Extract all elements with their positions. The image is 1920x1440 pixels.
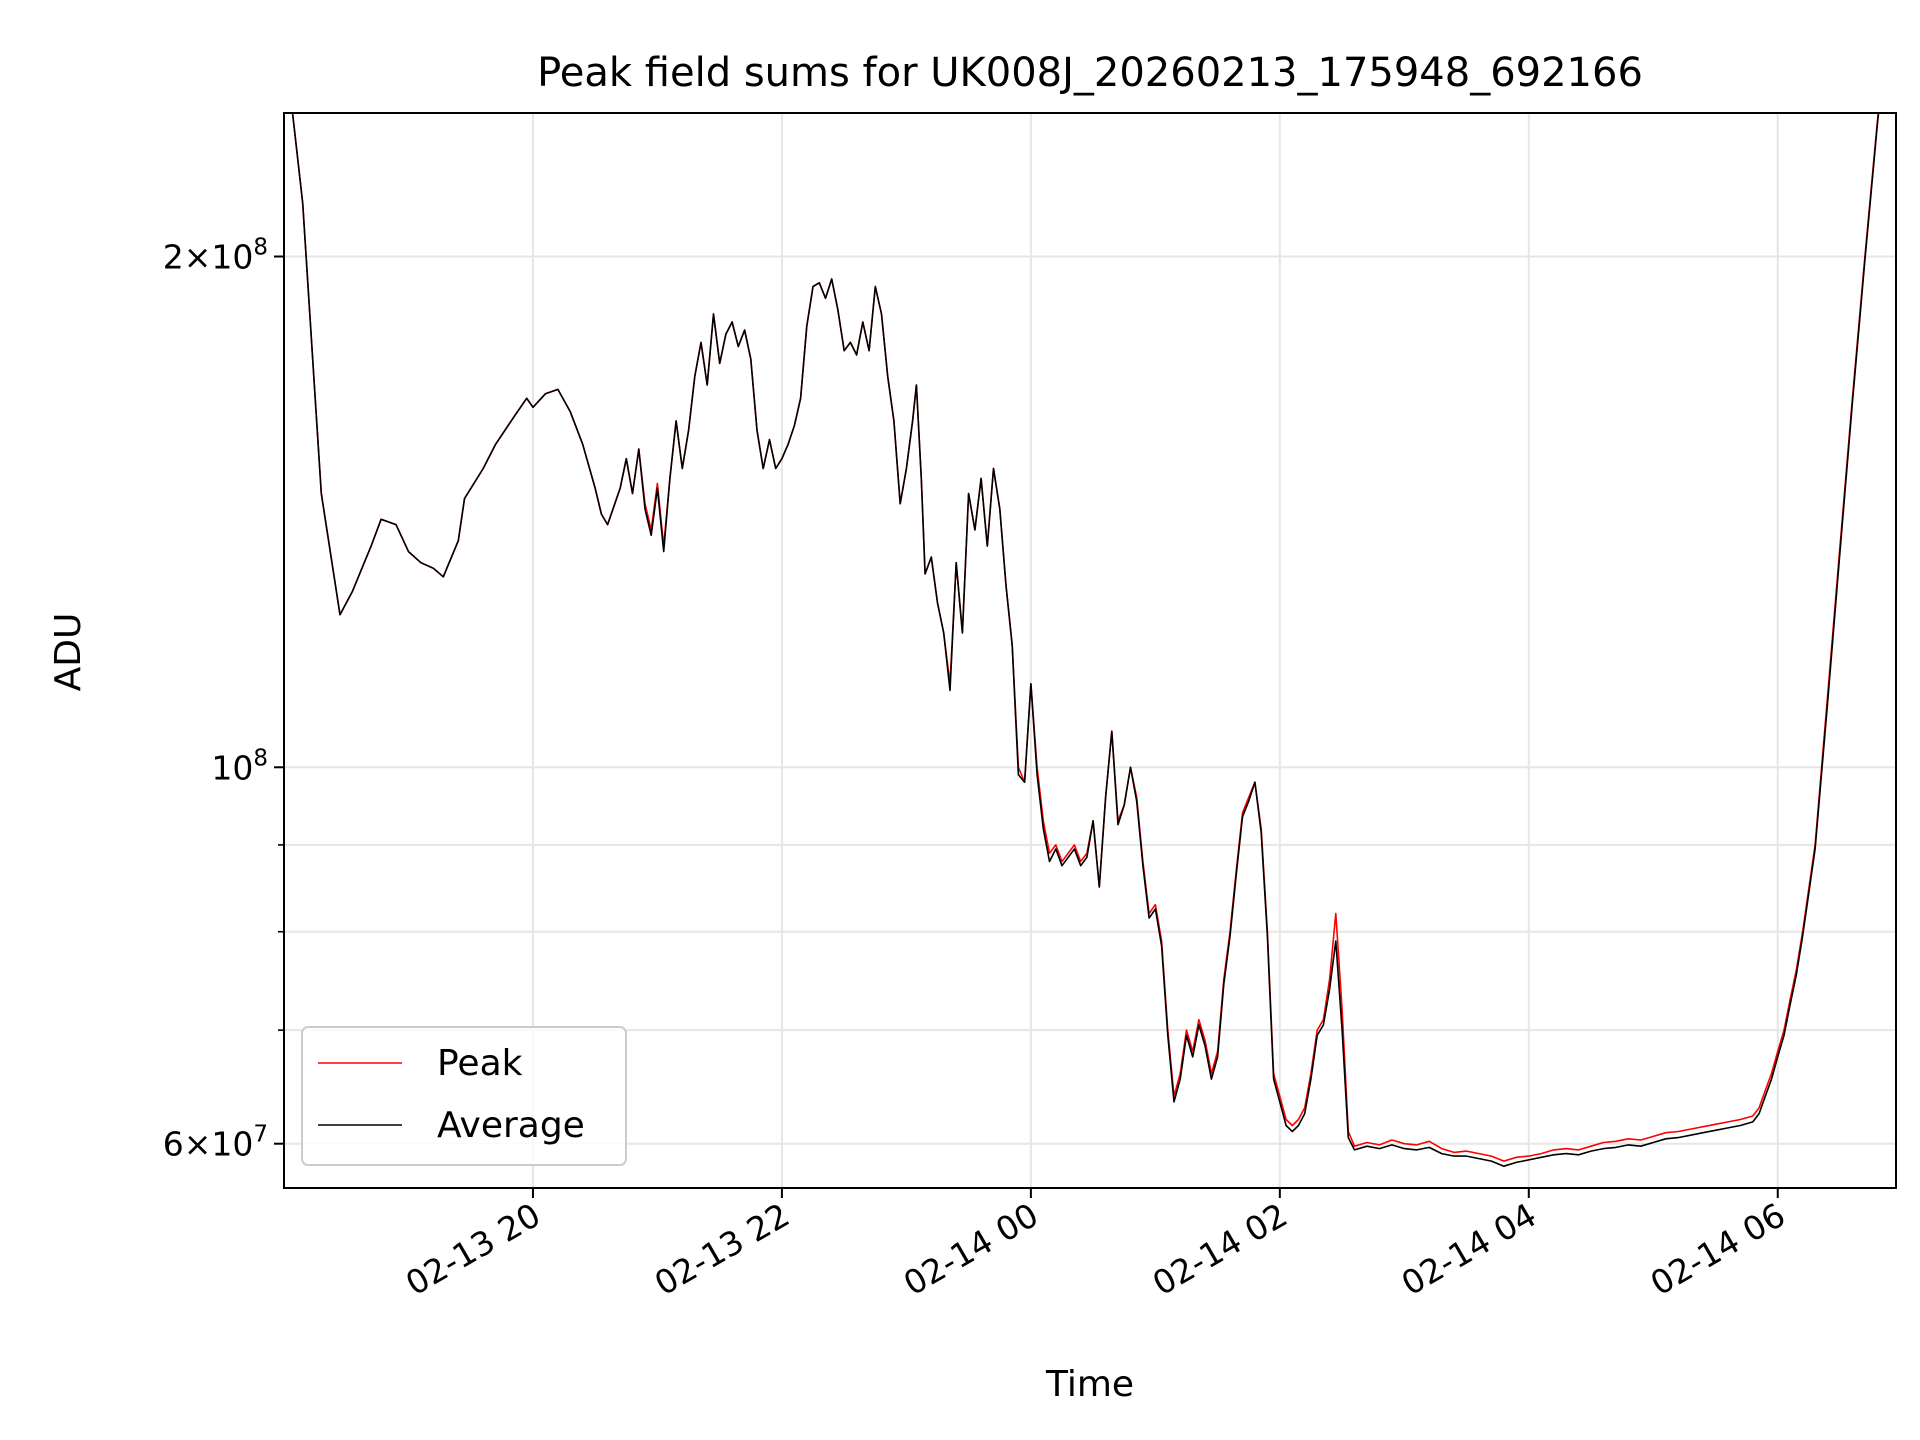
x-axis-label: Time xyxy=(1045,1364,1134,1405)
y-tick-label: 108 xyxy=(211,745,268,787)
plot-frame xyxy=(283,112,1897,1189)
x-tick-label: 02-13 20 xyxy=(399,1195,547,1303)
x-tick-label: 02-14 00 xyxy=(897,1195,1045,1303)
y-tick-label: 6×107 xyxy=(163,1122,268,1164)
x-tick-label: 02-14 06 xyxy=(1644,1195,1792,1303)
series-line-average xyxy=(291,113,1880,1167)
legend: Peak Average xyxy=(301,1026,627,1166)
y-axis: 6×107 108 2×108 xyxy=(163,235,284,1164)
legend-label-peak: Peak xyxy=(437,1043,523,1084)
x-tick-label: 02-14 02 xyxy=(1146,1195,1294,1303)
legend-label-average: Average xyxy=(437,1105,585,1146)
y-axis-label: ADU xyxy=(48,613,89,692)
chart-title: Peak field sums for UK008J_20260213_1759… xyxy=(537,50,1643,96)
legend-box xyxy=(301,1026,627,1166)
x-tick-label: 02-13 22 xyxy=(648,1195,796,1303)
y-tick-label: 2×108 xyxy=(163,235,268,277)
x-tick-label: 02-14 04 xyxy=(1395,1195,1543,1303)
series-line-peak xyxy=(291,113,1880,1162)
x-axis: 02-13 20 02-13 22 02-14 00 02-14 02 02-14 04… xyxy=(399,1188,1792,1303)
